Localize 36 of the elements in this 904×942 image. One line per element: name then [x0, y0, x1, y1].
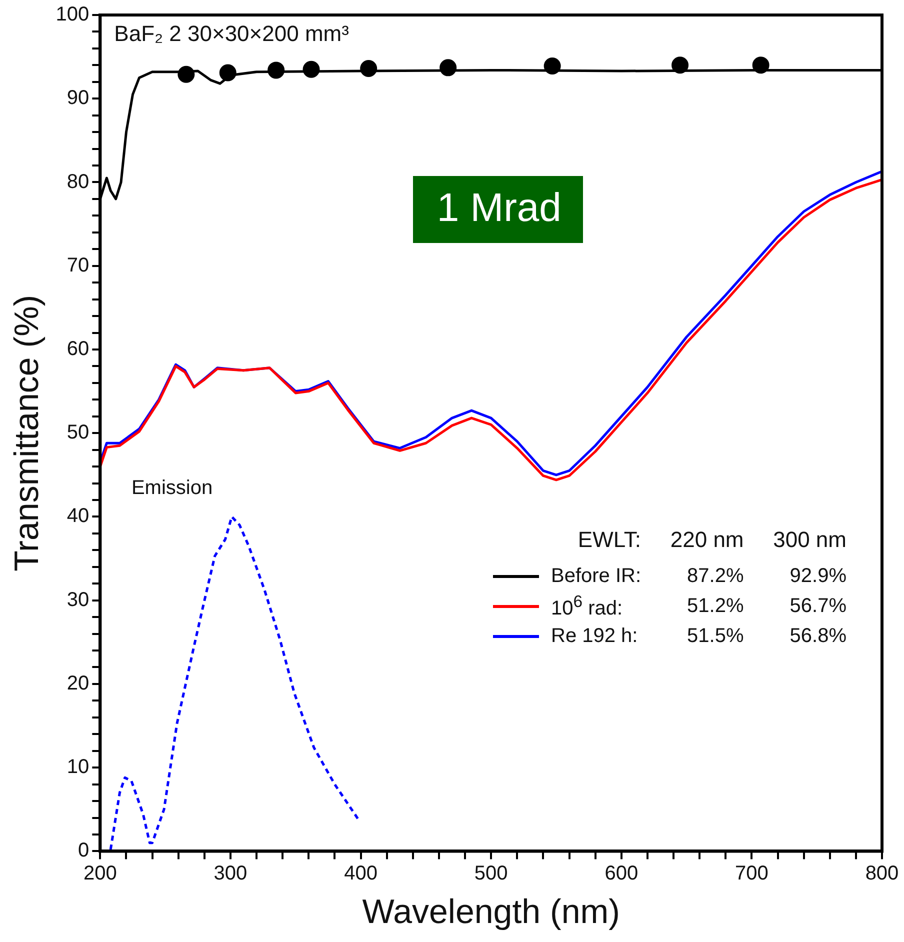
y-axis-title: Transmittance (%)	[8, 294, 46, 572]
x-tick-label: 800	[865, 862, 899, 885]
annotation: 51.2%	[686, 594, 745, 619]
annotation: 51.5%	[686, 624, 745, 649]
annotation: 56.7%	[788, 594, 848, 619]
annotation: 220 nm	[669, 526, 745, 554]
y-tick-label: 30	[66, 588, 90, 611]
annotation: 92.9%	[788, 564, 848, 590]
y-tick-label: 10	[66, 756, 90, 778]
y-tick-label: 20	[66, 672, 90, 694]
x-tick-label: 300	[214, 862, 248, 885]
annotation: 300 nm	[772, 526, 848, 554]
legend-label: Before IR:	[550, 564, 642, 590]
x-tick-label: 700	[735, 862, 768, 885]
annotation: 1 Mrad	[412, 176, 584, 243]
x-tick-label: 200	[83, 862, 117, 885]
annotation: Emission	[131, 477, 213, 500]
y-tick-label: 40	[66, 505, 90, 528]
y-tick-label: 80	[66, 170, 90, 193]
line-series	[109, 515, 361, 851]
annotation: 87.2%	[686, 564, 745, 590]
chart-title: BaF₂ 2 30×30×200 mm³	[114, 21, 349, 47]
x-tick-label: 600	[604, 862, 638, 885]
x-axis-title: Wavelength (nm)	[362, 892, 620, 931]
annotation: EWLT:	[576, 526, 642, 554]
y-tick-label: 100	[56, 4, 90, 26]
annotation: 56.8%	[788, 624, 848, 649]
legend-label: 10$^{6}$ rad:	[550, 591, 624, 622]
x-tick-label: 400	[344, 862, 378, 885]
y-tick-label: 50	[66, 422, 90, 444]
legend-label: Re 192 h:	[550, 624, 639, 649]
y-tick-label: 60	[66, 338, 90, 360]
x-tick-label: 500	[474, 862, 508, 885]
y-tick-label: 70	[66, 254, 90, 276]
y-tick-label: 90	[66, 87, 90, 110]
y-tick-label: 0	[78, 840, 90, 862]
